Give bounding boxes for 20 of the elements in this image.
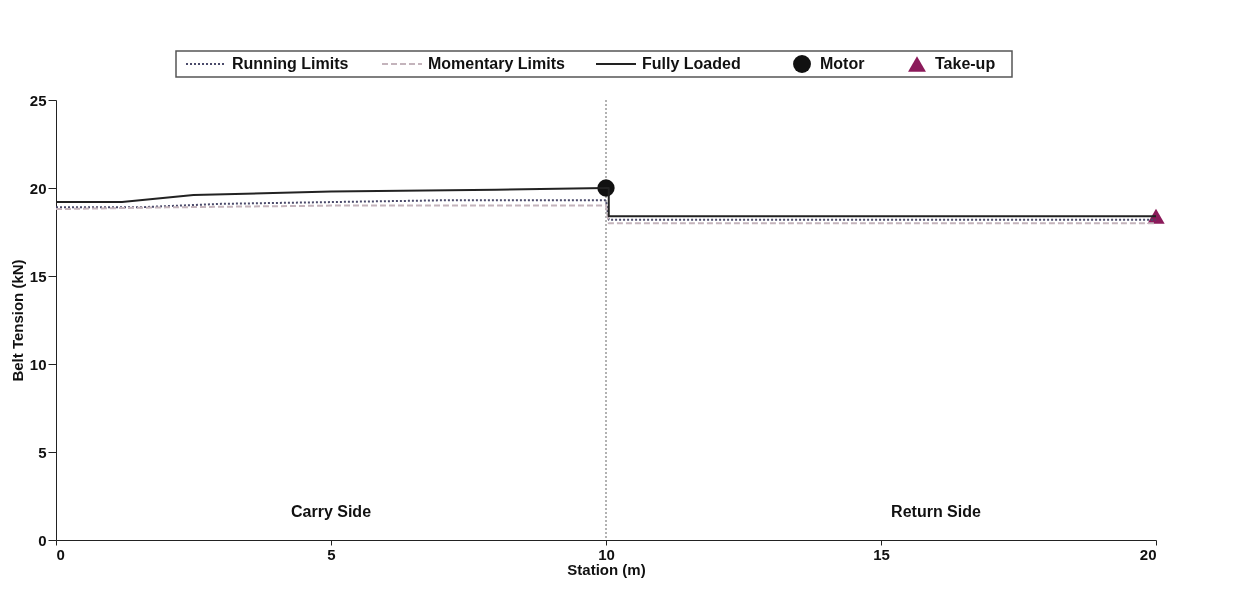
annotation: Carry Side xyxy=(290,503,372,520)
legend-label: Take-up xyxy=(935,55,996,72)
legend-label: Motor xyxy=(820,55,865,72)
legend-label: Running Limits xyxy=(232,55,349,72)
x-tick-label: 10 xyxy=(598,545,615,563)
x-tick-label: 0 xyxy=(56,545,65,563)
y-tick-label: 0 xyxy=(38,531,47,549)
legend-label: Fully Loaded xyxy=(642,55,741,72)
y-tick-label: 25 xyxy=(29,91,47,109)
y-axis-title: Belt Tension (kN) xyxy=(8,259,26,382)
x-tick-label: 5 xyxy=(327,545,336,563)
legend-label: Momentary Limits xyxy=(428,55,566,72)
y-tick-label: 20 xyxy=(29,179,47,197)
x-axis-title: Station (m) xyxy=(567,560,646,578)
y-tick-label: 5 xyxy=(38,443,47,461)
y-tick-label: 10 xyxy=(29,355,47,373)
x-tick-label: 15 xyxy=(873,545,890,563)
annotation: Return Side xyxy=(891,503,981,520)
y-tick-label: 15 xyxy=(29,267,47,285)
x-tick-label: 20 xyxy=(1139,545,1157,563)
